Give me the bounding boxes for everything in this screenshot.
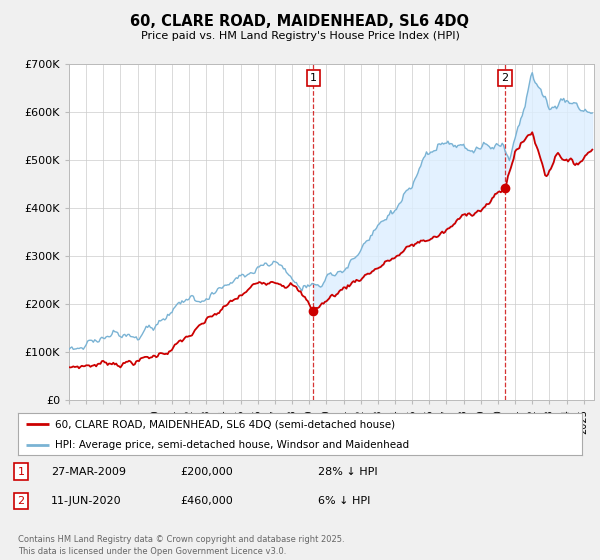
Text: Price paid vs. HM Land Registry's House Price Index (HPI): Price paid vs. HM Land Registry's House … [140, 31, 460, 41]
Text: 6% ↓ HPI: 6% ↓ HPI [318, 496, 370, 506]
Text: £200,000: £200,000 [180, 466, 233, 477]
Text: Contains HM Land Registry data © Crown copyright and database right 2025.
This d: Contains HM Land Registry data © Crown c… [18, 535, 344, 556]
Text: 2: 2 [17, 496, 25, 506]
Text: 60, CLARE ROAD, MAIDENHEAD, SL6 4DQ (semi-detached house): 60, CLARE ROAD, MAIDENHEAD, SL6 4DQ (sem… [55, 419, 395, 430]
Text: £460,000: £460,000 [180, 496, 233, 506]
Text: 1: 1 [17, 466, 25, 477]
Text: 60, CLARE ROAD, MAIDENHEAD, SL6 4DQ: 60, CLARE ROAD, MAIDENHEAD, SL6 4DQ [131, 14, 470, 29]
Text: 11-JUN-2020: 11-JUN-2020 [51, 496, 122, 506]
Text: 1: 1 [310, 73, 317, 83]
Text: 28% ↓ HPI: 28% ↓ HPI [318, 466, 377, 477]
Text: 2: 2 [502, 73, 509, 83]
Text: 27-MAR-2009: 27-MAR-2009 [51, 466, 126, 477]
Text: HPI: Average price, semi-detached house, Windsor and Maidenhead: HPI: Average price, semi-detached house,… [55, 441, 409, 450]
